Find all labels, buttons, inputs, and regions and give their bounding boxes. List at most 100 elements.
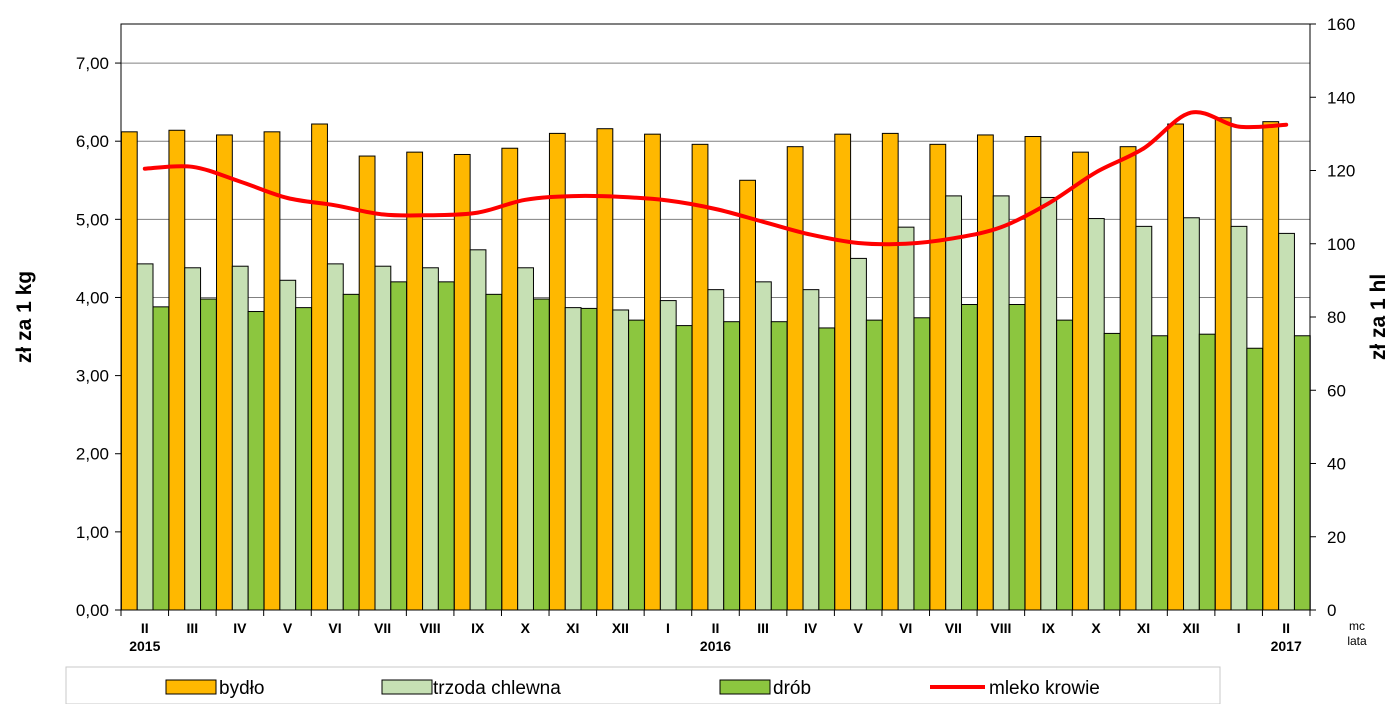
ytick-label-3: 3,00 bbox=[76, 367, 109, 386]
bar-bydlo-21 bbox=[1119, 146, 1137, 611]
bar-bydlo-13 bbox=[739, 179, 756, 611]
y2tick-label-5: 100 bbox=[1327, 235, 1355, 254]
bar-drob-1 bbox=[200, 298, 217, 611]
bar-bydlo-18 bbox=[976, 134, 994, 611]
xtick-label-13: III bbox=[757, 620, 769, 636]
bar-drob-11 bbox=[675, 325, 693, 611]
bar-drob-4 bbox=[342, 293, 360, 611]
bar-drob-8 bbox=[532, 298, 550, 611]
bar-bydlo-8 bbox=[501, 147, 519, 611]
legend-swatch-trzoda bbox=[381, 679, 433, 695]
bar-trzoda-9 bbox=[564, 307, 582, 611]
bar-drob-5 bbox=[390, 281, 408, 611]
bar-bydlo-7 bbox=[453, 153, 471, 611]
bar-trzoda-8 bbox=[517, 267, 534, 611]
legend-label-trzoda: trzoda chlewna bbox=[433, 678, 561, 699]
bar-drob-21 bbox=[1151, 335, 1169, 611]
bar-trzoda-0 bbox=[136, 263, 154, 611]
x-corner-label-mc: mc bbox=[1349, 619, 1365, 633]
bar-bydlo-14 bbox=[786, 146, 804, 611]
year-label-1: 2016 bbox=[700, 638, 731, 654]
bar-trzoda-5 bbox=[374, 265, 392, 611]
xtick-label-5: VII bbox=[374, 620, 391, 636]
xtick-label-21: XI bbox=[1137, 620, 1150, 636]
ytick-label-0: 0,00 bbox=[76, 601, 109, 620]
xtick-label-18: VIII bbox=[990, 620, 1011, 636]
ytick-label-2: 2,00 bbox=[76, 445, 109, 464]
bar-drob-0 bbox=[152, 306, 170, 611]
y2tick-label-4: 80 bbox=[1327, 308, 1346, 327]
bar-trzoda-12 bbox=[707, 289, 725, 611]
x-axis-ticks: II III IV V VI VII VIII IX X XI XII I II III IV V VI VII V… bbox=[120, 610, 1311, 654]
bar-drob-10 bbox=[628, 319, 645, 611]
legend: bydło trzoda chlewna drób mleko krowie bbox=[65, 666, 1221, 704]
bar-bydlo-23 bbox=[1214, 117, 1232, 611]
bar-trzoda-22 bbox=[1183, 217, 1200, 611]
xtick-label-16: VI bbox=[899, 620, 912, 636]
x-corner-label-lata: lata bbox=[1347, 634, 1367, 648]
bar-bydlo-10 bbox=[596, 128, 614, 611]
y2tick-label-8: 160 bbox=[1327, 15, 1355, 34]
bar-bydlo-6 bbox=[406, 151, 424, 611]
bar-bydlo-2 bbox=[216, 134, 233, 611]
ytick-label-4: 4,00 bbox=[76, 288, 109, 307]
bar-drob-12 bbox=[723, 321, 741, 611]
xtick-label-3: V bbox=[283, 620, 293, 636]
legend-label-mleko: mleko krowie bbox=[989, 678, 1100, 699]
bar-trzoda-14 bbox=[802, 289, 820, 611]
legend-frame bbox=[65, 666, 1221, 704]
bars bbox=[120, 117, 1311, 611]
xtick-label-17: VII bbox=[945, 620, 962, 636]
ytick-label-6: 6,00 bbox=[76, 132, 109, 151]
bar-drob-24 bbox=[1293, 335, 1311, 611]
bar-trzoda-3 bbox=[279, 279, 297, 611]
xtick-label-23: I bbox=[1237, 620, 1241, 636]
legend-label-bydlo: bydło bbox=[219, 678, 264, 699]
y2tick-label-3: 60 bbox=[1327, 381, 1346, 400]
bar-trzoda-21 bbox=[1135, 225, 1153, 611]
xtick-label-1: III bbox=[186, 620, 198, 636]
xtick-label-10: XII bbox=[612, 620, 629, 636]
y2tick-label-0: 0 bbox=[1327, 601, 1336, 620]
bar-trzoda-13 bbox=[754, 281, 772, 611]
bar-drob-17 bbox=[961, 304, 978, 611]
bar-bydlo-15 bbox=[834, 133, 852, 611]
bar-bydlo-1 bbox=[168, 129, 186, 611]
bar-drob-18 bbox=[1008, 304, 1026, 611]
xtick-label-7: IX bbox=[471, 620, 485, 636]
bar-drob-2 bbox=[247, 311, 265, 611]
legend-swatch-bydlo bbox=[165, 679, 217, 695]
milk-line-layer bbox=[142, 110, 1289, 247]
bar-trzoda-11 bbox=[659, 300, 677, 611]
bar-drob-13 bbox=[770, 321, 788, 611]
bar-bydlo-5 bbox=[358, 155, 376, 611]
year-label-2: 2017 bbox=[1271, 638, 1302, 654]
bar-drob-6 bbox=[437, 281, 455, 611]
bar-bydlo-22 bbox=[1167, 123, 1185, 611]
xtick-label-15: V bbox=[854, 620, 864, 636]
bar-drob-7 bbox=[485, 293, 503, 611]
bar-bydlo-0 bbox=[120, 131, 138, 611]
bar-trzoda-23 bbox=[1230, 225, 1248, 611]
bar-trzoda-1 bbox=[184, 267, 202, 611]
bar-trzoda-24 bbox=[1278, 232, 1295, 611]
xtick-label-22: XII bbox=[1183, 620, 1200, 636]
bar-drob-22 bbox=[1198, 333, 1216, 611]
year-label-0: 2015 bbox=[129, 638, 160, 654]
bar-drob-16 bbox=[913, 317, 931, 611]
y2tick-label-6: 120 bbox=[1327, 162, 1355, 181]
bar-bydlo-3 bbox=[263, 131, 281, 611]
bar-bydlo-16 bbox=[881, 132, 899, 611]
bar-trzoda-17 bbox=[945, 195, 963, 611]
bar-trzoda-7 bbox=[469, 249, 487, 611]
bar-drob-19 bbox=[1056, 319, 1073, 611]
y2tick-label-1: 20 bbox=[1327, 528, 1346, 547]
bar-trzoda-18 bbox=[992, 195, 1010, 611]
legend-label-drob: drób bbox=[773, 678, 811, 699]
xtick-label-12: II bbox=[712, 620, 720, 636]
legend-swatch-drob bbox=[719, 679, 771, 695]
ytick-label-1: 1,00 bbox=[76, 523, 109, 542]
bar-trzoda-10 bbox=[612, 309, 630, 611]
xtick-label-11: I bbox=[666, 620, 670, 636]
